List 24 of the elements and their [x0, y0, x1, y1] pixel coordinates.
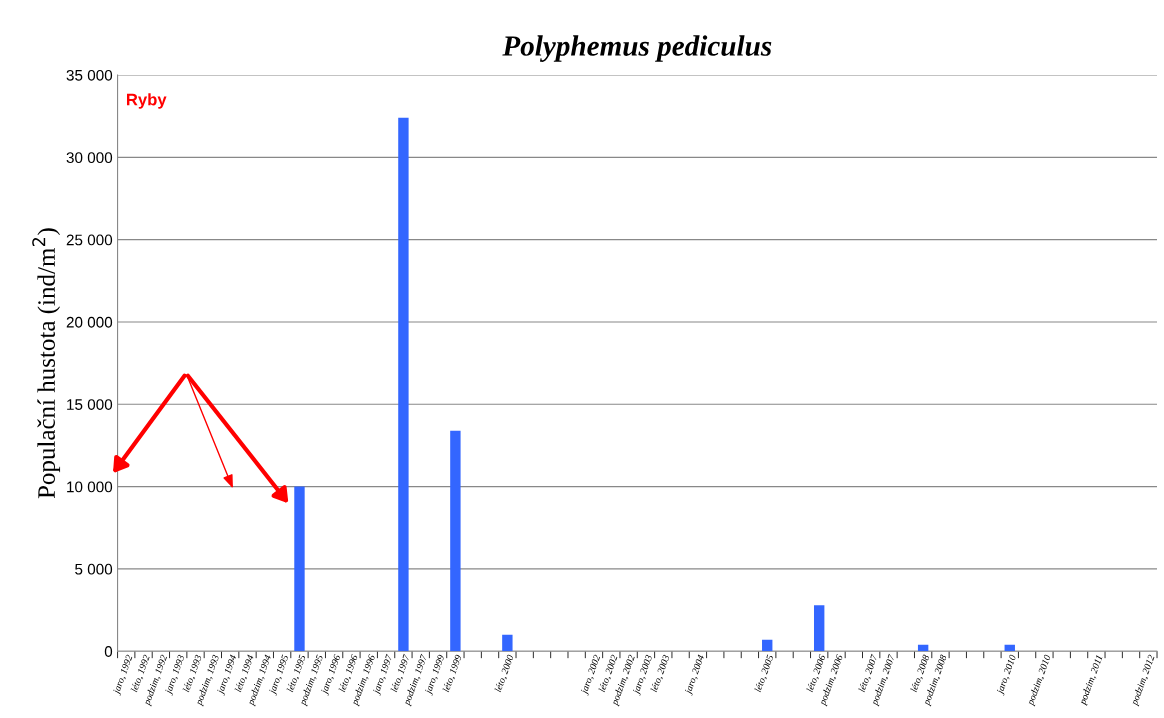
y-tick-label: 0: [104, 646, 113, 657]
x-tick-label: podzim, 2011: [1078, 654, 1105, 707]
y-tick-label: 25 000: [66, 234, 113, 246]
x-tick-label: léto, 2005: [754, 654, 775, 693]
bar: [398, 117, 409, 652]
annotation: Ryby: [126, 93, 167, 109]
y-tick-label: 15 000: [67, 399, 113, 410]
bar: [294, 486, 305, 652]
x-tick-label: jaro, 2004: [684, 654, 707, 696]
x-tick-label: podzim, 2012: [1130, 654, 1157, 707]
y-tick-label: 30 000: [66, 152, 113, 164]
bar: [502, 634, 513, 652]
x-tick-label: léto, 2000: [494, 654, 516, 693]
bar: [814, 605, 825, 652]
y-tick-label: 10 000: [67, 481, 113, 493]
chart-title: Polyphemus pediculus: [502, 35, 772, 62]
bar: [762, 639, 773, 652]
y-tick-label: 5 000: [75, 563, 113, 575]
x-tick-label: podzim, 2010: [1026, 654, 1053, 707]
y-tick-label: 35 000: [66, 69, 113, 81]
bar: [450, 430, 461, 652]
y-tick-label: 20 000: [66, 316, 113, 328]
y-axis-title: Populační hustota (ind/m$^{2}$): [32, 228, 61, 499]
x-tick-label: jaro, 2010: [995, 654, 1018, 696]
